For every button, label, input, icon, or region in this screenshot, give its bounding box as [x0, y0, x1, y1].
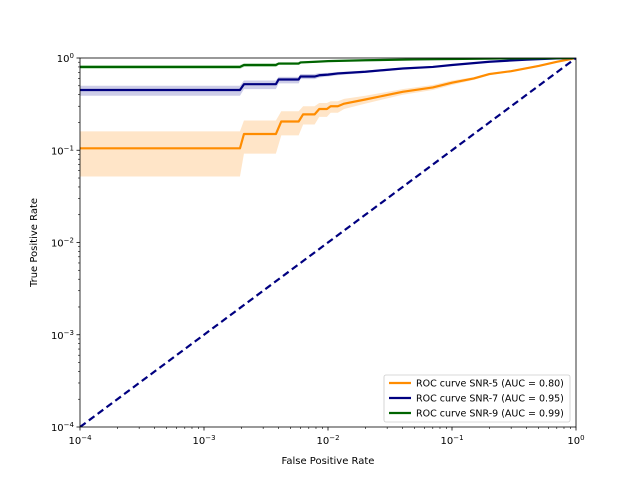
series-lines: [80, 58, 576, 427]
y-tick-label: 10−1: [51, 144, 74, 157]
band-roc-curve-snr-7-auc-0-95: [80, 58, 576, 96]
x-tick-label: 10−1: [440, 434, 463, 447]
y-axis-ticks: 10−4 10−3 10−2 10−1 100: [51, 52, 80, 434]
x-tick-label: 100: [567, 434, 584, 447]
line-roc-curve-snr-9-auc-0-99: [80, 58, 576, 69]
legend-label-snr9: ROC curve SNR-9 (AUC = 0.99): [416, 409, 564, 420]
y-tick-label: 10−2: [51, 237, 74, 250]
y-tick-label: 100: [57, 52, 74, 65]
y-axis-label: True Positive Rate: [29, 198, 40, 288]
legend: ROC curve SNR-5 (AUC = 0.80) ROC curve S…: [383, 374, 571, 423]
x-tick-label: 10−4: [68, 434, 92, 447]
line-chance: [80, 58, 576, 427]
x-axis-label: False Positive Rate: [282, 456, 375, 467]
line-roc-curve-snr-5-auc-0-80: [80, 58, 576, 150]
y-tick-label: 10−3: [51, 329, 74, 342]
x-tick-label: 10−2: [316, 434, 339, 447]
legend-label-snr5: ROC curve SNR-5 (AUC = 0.80): [416, 379, 564, 390]
line-roc-curve-snr-7-auc-0-95: [80, 58, 576, 92]
legend-box: [383, 374, 571, 423]
band-roc-curve-snr-5-auc-0-80: [80, 58, 576, 177]
y-tick-label: 10−4: [51, 421, 75, 434]
legend-label-snr7: ROC curve SNR-7 (AUC = 0.95): [416, 394, 564, 405]
x-tick-label: 10−3: [192, 434, 215, 447]
x-axis-ticks: 10−4 10−3 10−2 10−1 100: [68, 427, 585, 447]
